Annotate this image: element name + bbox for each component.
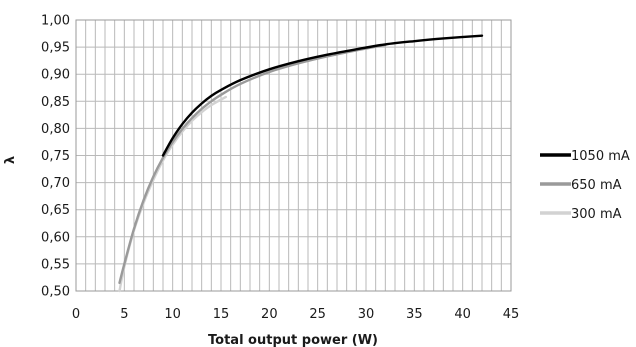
x-tick-label: 40: [454, 307, 471, 322]
y-tick-label: 0,55: [41, 257, 70, 272]
y-tick-label: 0,70: [41, 176, 70, 191]
x-tick-label: 25: [309, 307, 326, 322]
y-tick-label: 0,75: [41, 149, 70, 164]
x-axis-title: Total output power (W): [208, 333, 378, 347]
grid: [75, 19, 512, 292]
y-axis-ticks: 0,50 0,55 0,60 0,65 0,70 0,75 0,80 0,85 0,90 0,95…: [41, 14, 70, 300]
plot-border: [75, 19, 512, 292]
legend-label-300-ma: 300 mA: [571, 207, 622, 222]
plot-frame: [75, 19, 512, 292]
series-line-1050-ma: [161, 34, 484, 157]
legend-label-650-ma: 650 mA: [571, 178, 622, 193]
series-line-650-ma: [118, 43, 387, 285]
y-axis-title: λ: [3, 156, 18, 164]
y-tick-label: 1,00: [41, 14, 70, 29]
y-tick-label: 0,65: [41, 203, 70, 218]
y-tick-label: 0,80: [41, 122, 70, 137]
y-tick-label: 0,95: [41, 41, 70, 56]
legend-label-1050-ma: 1050 mA: [571, 149, 630, 164]
y-tick-label: 0,90: [41, 68, 70, 83]
legend: 1050 mA 650 mA 300 mA: [540, 149, 630, 222]
x-tick-label: 30: [358, 307, 375, 322]
y-tick-label: 0,60: [41, 230, 70, 245]
x-tick-label: 35: [406, 307, 423, 322]
x-tick-label: 15: [213, 307, 230, 322]
x-tick-label: 10: [164, 307, 181, 322]
x-axis-ticks: 0 5 10 15 20 25 30 35 40 45: [72, 307, 519, 322]
x-tick-label: 0: [72, 307, 80, 322]
x-tick-label: 45: [503, 307, 520, 322]
y-tick-label: 0,50: [41, 285, 70, 300]
x-tick-label: 5: [120, 307, 128, 322]
series-layer: [118, 34, 484, 293]
x-tick-label: 20: [261, 307, 278, 322]
y-tick-label: 0,85: [41, 95, 70, 110]
